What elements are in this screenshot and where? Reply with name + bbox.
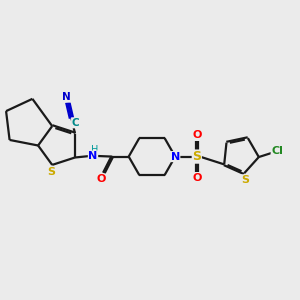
Text: N: N	[171, 152, 180, 162]
Text: O: O	[96, 174, 106, 184]
Text: C: C	[72, 118, 79, 128]
Text: S: S	[48, 167, 56, 176]
Text: H: H	[91, 145, 98, 155]
Text: Cl: Cl	[271, 146, 283, 156]
Text: S: S	[192, 150, 201, 163]
Text: N: N	[88, 151, 98, 161]
Text: N: N	[62, 92, 70, 102]
Text: S: S	[241, 175, 249, 185]
Text: O: O	[192, 173, 202, 183]
Text: O: O	[192, 130, 202, 140]
